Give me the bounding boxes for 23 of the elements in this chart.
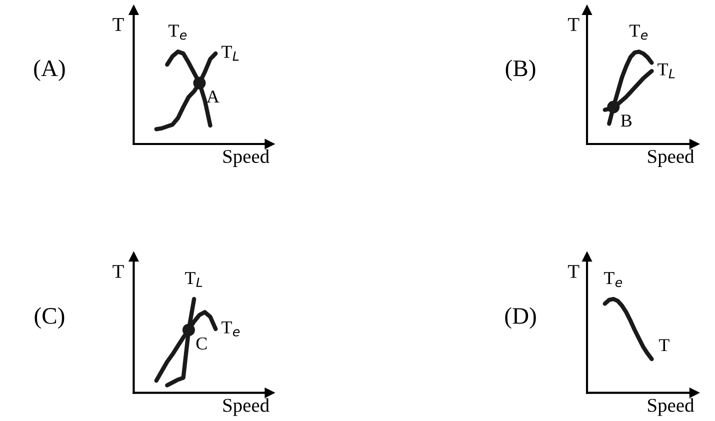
series-label: T$_{L}$ (185, 272, 202, 287)
series-label: T$_{e}$ (222, 321, 240, 336)
x-axis-title: Speed (223, 398, 270, 416)
text: T (658, 339, 670, 352)
series-label: T$_{e}$ (168, 24, 187, 40)
annotation: B (620, 114, 632, 127)
chart-title: (A) (34, 60, 65, 82)
y-axis-title: T (568, 18, 580, 31)
series-label: T$_{L}$ (658, 63, 675, 78)
series-label: T$_{e}$ (630, 24, 648, 40)
x-axis-title: Speed (648, 149, 694, 167)
x-axis-title: Speed (223, 149, 270, 167)
y-axis-title: T (112, 18, 124, 31)
series-label: T$_{e}$ (604, 272, 622, 288)
y-axis-title: T (112, 265, 124, 278)
x-axis-title: Speed (648, 398, 694, 416)
chart-title: (D) (505, 307, 536, 329)
annotation: C (196, 337, 207, 350)
annotation: A (206, 90, 220, 103)
series-label: T$_{L}$ (222, 46, 239, 61)
y-axis-title: T (568, 265, 580, 278)
chart-title: (C) (34, 307, 64, 329)
chart-title: (B) (506, 60, 536, 82)
